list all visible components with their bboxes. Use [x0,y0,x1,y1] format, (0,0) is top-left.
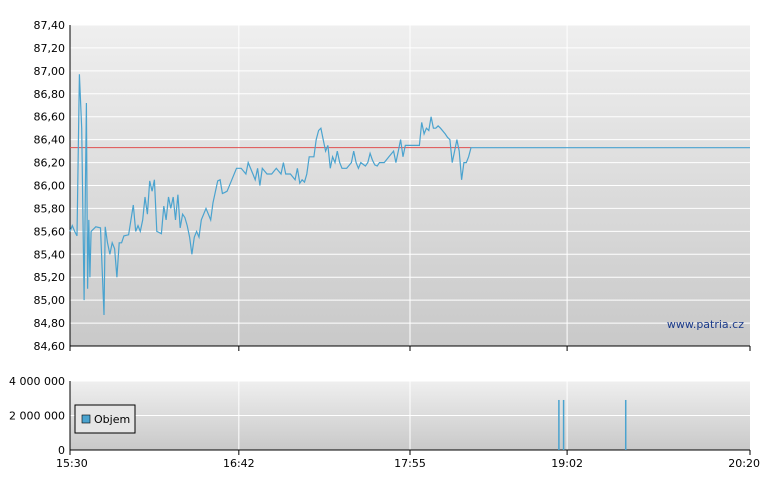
volume-bar [562,399,565,450]
price-y-tick-label: 86,20 [34,157,66,170]
x-tick-label: 16:42 [223,457,255,470]
price-y-tick-label: 85,60 [34,225,66,238]
x-tick-label: 20:20 [728,457,760,470]
price-y-tick-label: 85,40 [34,248,66,261]
price-y-tick-label: 87,20 [34,42,66,55]
price-y-tick-label: 85,80 [34,202,66,215]
price-y-tick-label: 85,00 [34,294,66,307]
price-y-tick-label: 84,60 [34,340,66,353]
legend-label: Objem [94,413,130,426]
price-series-line [69,74,750,316]
price-y-tick-label: 85,20 [34,271,66,284]
watermark-text: www.patria.cz [667,318,744,331]
volume-y-tick-label: 2 000 000 [9,410,65,423]
x-tick-label: 19:02 [551,457,583,470]
volume-bar [558,399,560,450]
x-tick-label: 15:30 [56,457,88,470]
x-tick-label: 17:55 [394,457,426,470]
price-y-tick-label: 87,00 [34,65,66,78]
price-y-tick-label: 84,80 [34,317,66,330]
legend-swatch [81,414,91,424]
price-y-tick-label: 86,60 [34,111,66,124]
volume-y-tick-label: 4 000 000 [9,375,65,388]
volume-y-tick-label: 0 [58,444,65,457]
price-y-tick-label: 87,40 [34,19,66,32]
price-y-tick-label: 86,00 [34,180,66,193]
price-y-tick-label: 86,80 [34,88,66,101]
volume-bar [624,399,627,450]
price-y-tick-label: 86,40 [34,134,66,147]
